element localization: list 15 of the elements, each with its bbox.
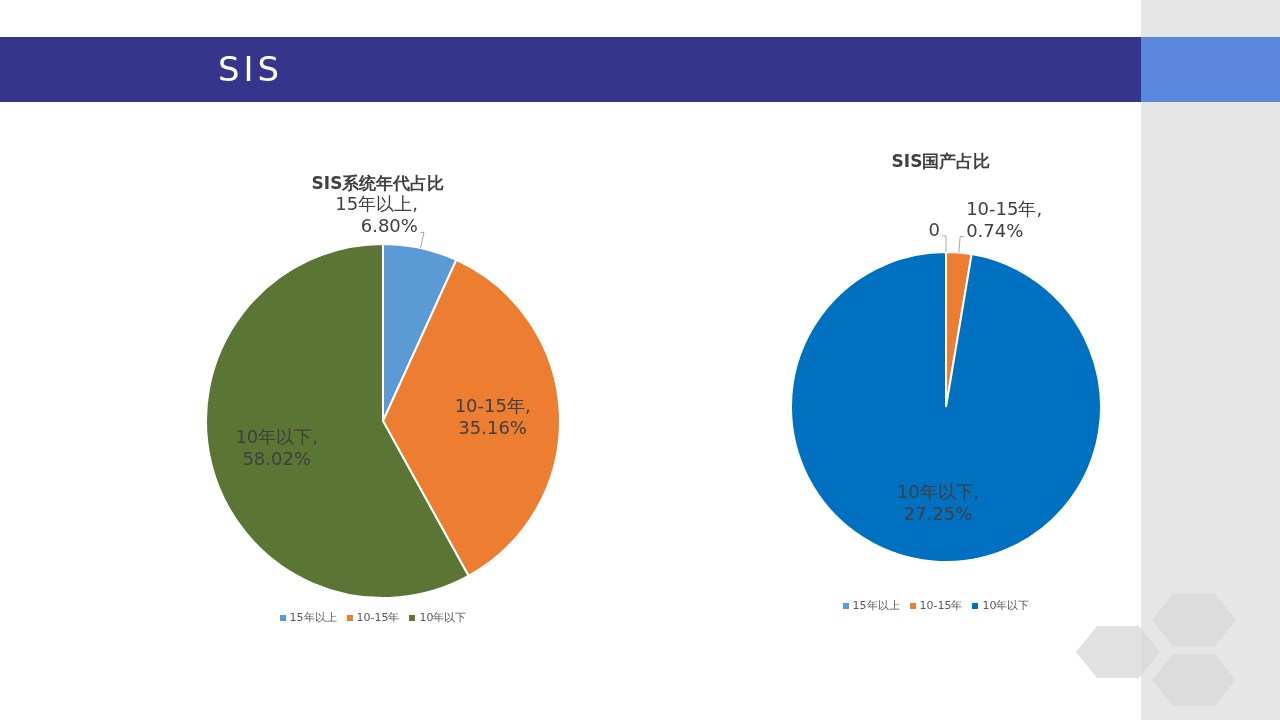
legend-label: 10-15年 bbox=[919, 599, 963, 612]
legend-label: 15年以上 bbox=[289, 611, 337, 624]
data-label: 10-15年, 0.74% bbox=[966, 197, 1043, 241]
legend-label: 10年以下 bbox=[419, 611, 467, 624]
chart-title: SIS系统年代占比 bbox=[310, 172, 446, 195]
data-label: 10-15年, 35.16% bbox=[454, 394, 531, 438]
legend-label: 15年以上 bbox=[852, 599, 900, 612]
legend-label: 10-15年 bbox=[356, 611, 400, 624]
chart-title: SIS国产占比 bbox=[890, 150, 992, 173]
data-label: 15年以上, 6.80% bbox=[335, 193, 418, 237]
legend-label: 10年以下 bbox=[982, 599, 1030, 612]
data-label: 10年以下, 27.25% bbox=[896, 480, 980, 524]
pie-slice bbox=[790, 251, 1102, 563]
text: 0 bbox=[928, 219, 940, 240]
text: SIS bbox=[218, 49, 284, 89]
